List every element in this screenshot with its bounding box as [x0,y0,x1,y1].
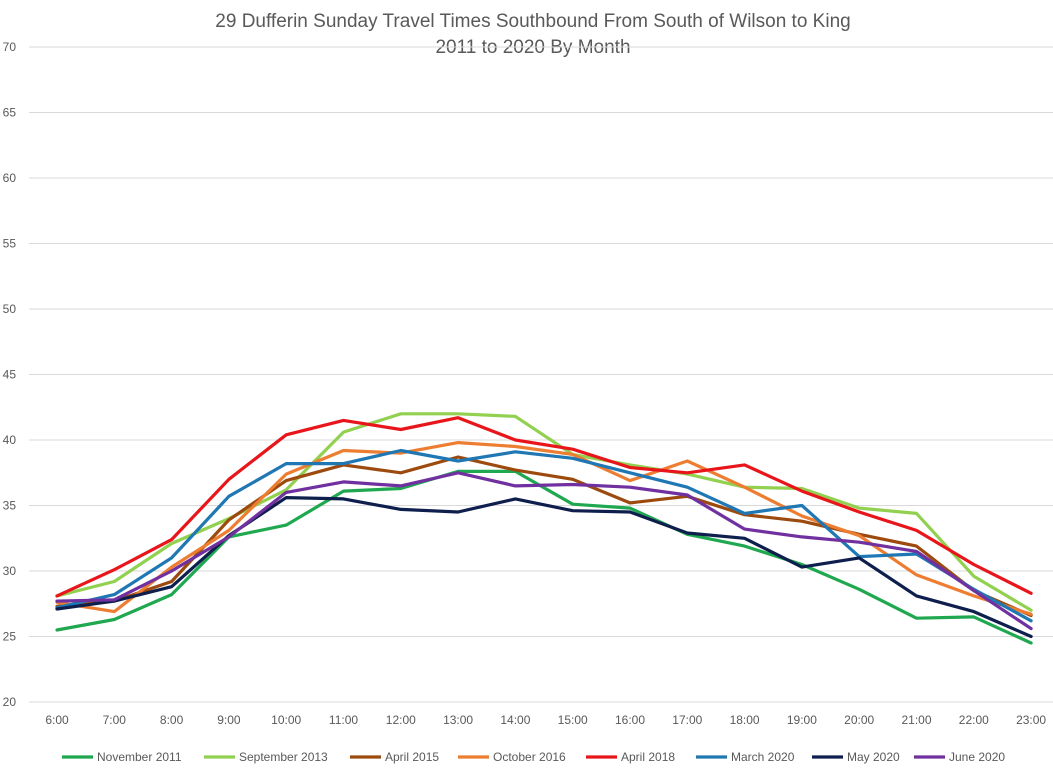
series-line-june-2020 [55,471,1033,631]
x-tick-label: 13:00 [443,713,473,727]
x-tick-label: 18:00 [730,713,760,727]
gridlines [29,46,1053,703]
y-axis-ticks: 20 25 30 35 40 45 50 55 60 65 70 [3,40,17,709]
x-tick-label: 17:00 [672,713,702,727]
legend-label: September 2013 [239,750,328,764]
y-tick-label: 60 [3,171,17,185]
x-tick-label: 19:00 [787,713,817,727]
legend-label: April 2018 [621,750,675,764]
y-tick-label: 55 [3,237,17,251]
series-line-april-2018 [55,416,1033,598]
x-tick-label: 20:00 [844,713,874,727]
x-tick-label: 10:00 [271,713,301,727]
x-tick-label: 7:00 [103,713,127,727]
x-tick-label: 9:00 [217,713,241,727]
legend-label: November 2011 [97,750,182,764]
x-tick-label: 23:00 [1016,713,1046,727]
x-tick-label: 14:00 [500,713,530,727]
y-tick-label: 70 [3,40,17,54]
y-tick-label: 30 [3,564,17,578]
y-tick-label: 45 [3,368,17,382]
series-line-november-2011 [55,469,1033,645]
x-tick-label: 22:00 [959,713,989,727]
y-tick-label: 20 [3,695,17,709]
y-tick-label: 25 [3,630,17,644]
y-tick-label: 35 [3,499,17,513]
y-tick-label: 50 [3,302,17,316]
y-tick-label: 40 [3,433,17,447]
x-tick-label: 12:00 [386,713,416,727]
series-line-september-2013 [55,412,1033,612]
series-line-march-2020 [55,448,1033,623]
series-line-may-2020 [55,496,1033,639]
legend-label: October 2016 [493,750,566,764]
x-tick-label: 15:00 [558,713,588,727]
legend-label: May 2020 [847,750,900,764]
legend-label: March 2020 [731,750,795,764]
y-tick-label: 65 [3,106,17,120]
x-axis-ticks: 6:00 7:00 8:00 9:00 10:00 11:00 12:00 13:00 14:0… [45,713,1046,727]
series-lines [55,412,1033,645]
legend: November 2011 September 2013 April 2015 Oct… [62,750,1005,764]
x-tick-label: 8:00 [160,713,184,727]
chart-title-line-1: 29 Dufferin Sunday Travel Times Southbou… [215,11,850,32]
legend-label: June 2020 [949,750,1005,764]
x-tick-label: 16:00 [615,713,645,727]
chart-title: 29 Dufferin Sunday Travel Times Southbou… [215,11,850,58]
series-line-april-2015 [55,455,1033,618]
legend-label: April 2015 [385,750,439,764]
x-tick-label: 11:00 [329,713,358,727]
x-tick-label: 21:00 [901,713,931,727]
x-tick-label: 6:00 [45,713,69,727]
